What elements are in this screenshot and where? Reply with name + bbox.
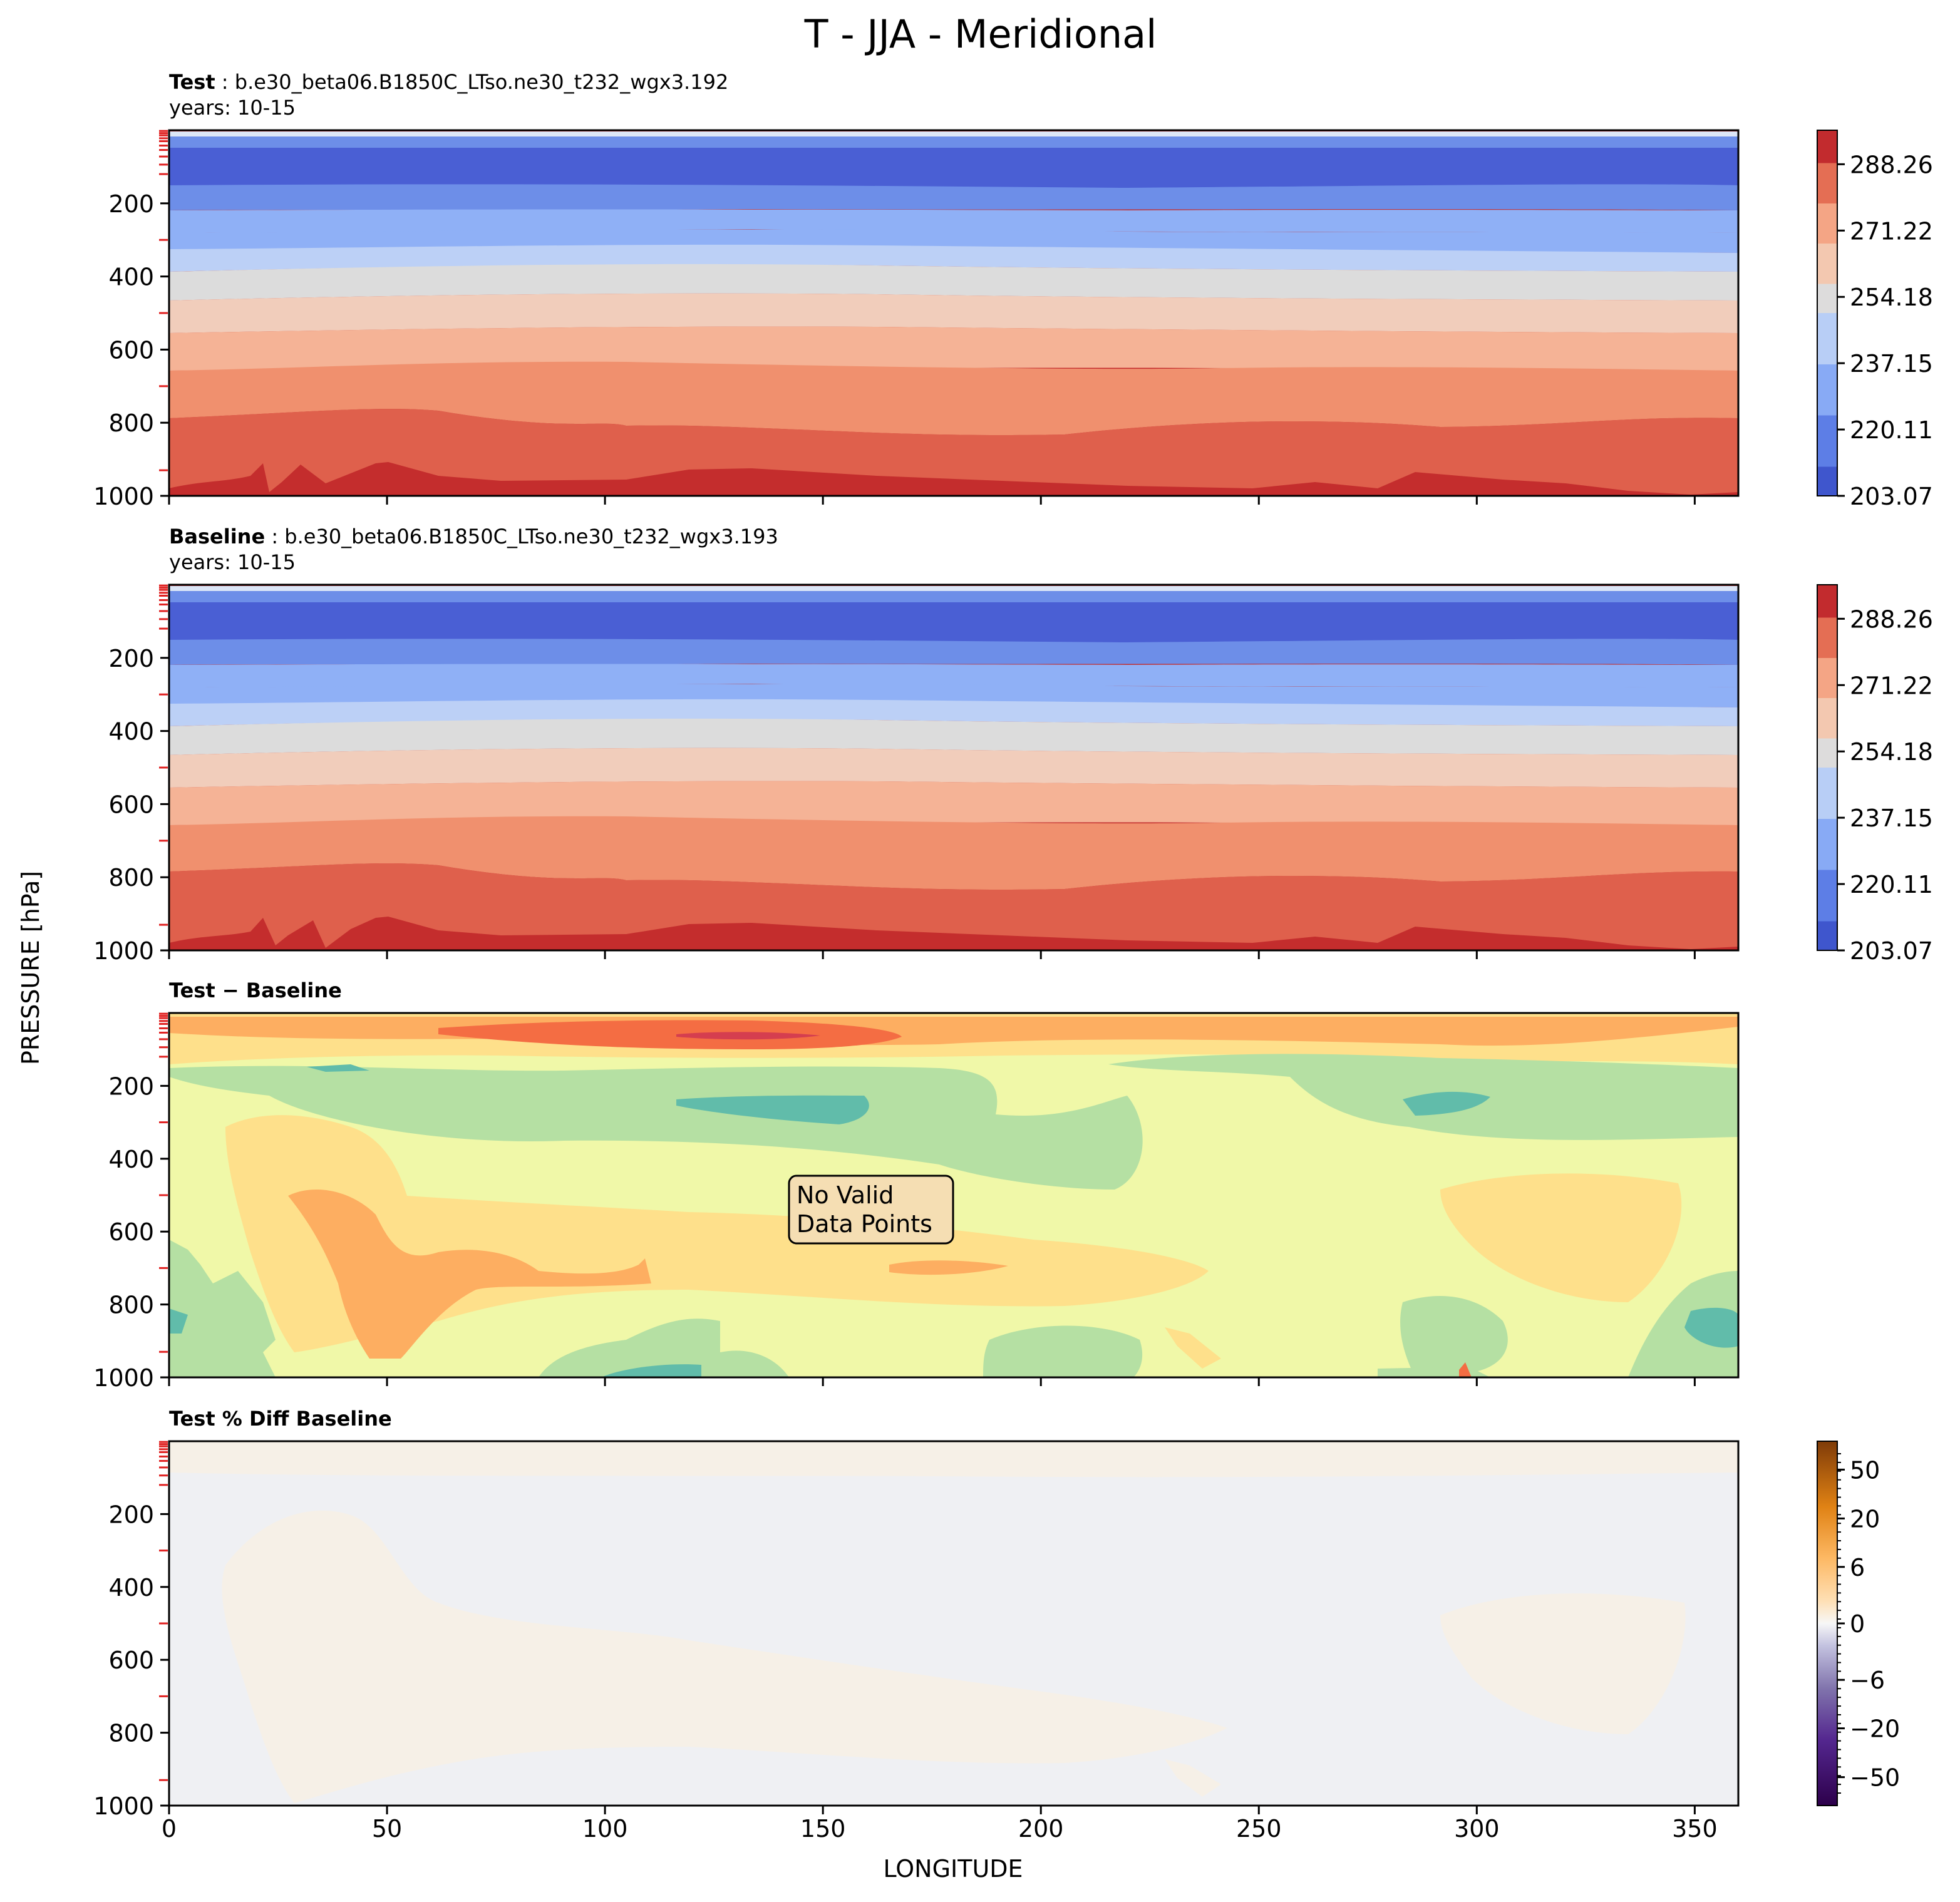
axes-ticks: 2004006008001000200400600800100020040060…: [93, 130, 1718, 1843]
y-tick-label: 400: [108, 264, 154, 291]
baseline-heatmap: [169, 585, 1738, 950]
y-tick-label: 200: [108, 1072, 154, 1100]
test-panel-subtitle: years: 10-15: [169, 96, 296, 120]
y-tick-label: 200: [108, 1501, 154, 1528]
pctdiff-axes-frame: [168, 1440, 1740, 1807]
colorbar-ticks: 203.07 220.11 237.15 254.18 271.22 288.26 203.…: [1837, 151, 1933, 1794]
y-tick-label: 400: [108, 1574, 154, 1601]
no-valid-annotation: No Valid Data Points: [788, 1175, 954, 1245]
pctdiff-heatmap: [169, 1441, 1738, 1806]
colorbar-tick-label: 20: [1850, 1505, 1880, 1533]
colorbar-tick-label: 254.18: [1850, 738, 1933, 766]
colorbar-tick-label: 0: [1850, 1610, 1865, 1638]
x-tick-label: 200: [1018, 1815, 1064, 1843]
annotation-line-1: No Valid: [797, 1181, 894, 1209]
y-tick-label: 1000: [93, 1364, 154, 1392]
x-tick-label: 100: [582, 1815, 628, 1843]
baseline-panel-subtitle: years: 10-15: [169, 550, 296, 574]
y-tick-label: 800: [108, 1292, 154, 1319]
colorbar-tick-label: 237.15: [1850, 804, 1933, 832]
figure-title: T - JJA - Meridional: [804, 11, 1157, 57]
pctdiff-colorbar: [1817, 1441, 1838, 1806]
y-tick-label: 200: [108, 645, 154, 672]
y-tick-label: 600: [108, 336, 154, 364]
x-tick-label: 250: [1236, 1815, 1282, 1843]
colorbar-tick-label: 288.26: [1850, 151, 1933, 178]
colorbar-tick-label: 50: [1850, 1456, 1880, 1484]
test-colorbar: [1817, 130, 1838, 496]
y-axis-label: PRESSURE [hPa]: [17, 871, 44, 1065]
y-tick-label: 600: [108, 791, 154, 818]
y-tick-label: 400: [108, 718, 154, 746]
y-tick-label: 400: [108, 1146, 154, 1173]
test-heatmap: [169, 130, 1738, 496]
x-tick-label: 50: [372, 1815, 402, 1843]
annotation-line-2: Data Points: [797, 1210, 932, 1238]
colorbar-tick-label: 254.18: [1850, 284, 1933, 311]
y-tick-label: 800: [108, 409, 154, 437]
x-tick-label: 350: [1672, 1815, 1718, 1843]
baseline-colorbar: [1817, 584, 1838, 951]
x-axis-label: LONGITUDE: [883, 1855, 1023, 1883]
diff-panel-title: Test − Baseline: [169, 979, 342, 1002]
colorbar-tick-label: 237.15: [1850, 350, 1933, 378]
y-tick-label: 1000: [93, 937, 154, 965]
colorbar-tick-label: 6: [1850, 1554, 1865, 1581]
baseline-axes-frame: [168, 583, 1740, 952]
x-tick-label: 0: [162, 1815, 177, 1843]
y-tick-label: 1000: [93, 483, 154, 510]
x-tick-label: 150: [800, 1815, 846, 1843]
colorbar-tick-label: 220.11: [1850, 871, 1933, 898]
x-tick-label: 300: [1454, 1815, 1500, 1843]
colorbar-tick-label: 220.11: [1850, 416, 1933, 444]
y-tick-label: 600: [108, 1218, 154, 1246]
colorbar-tick-label: −20: [1850, 1715, 1900, 1743]
y-tick-label: 600: [108, 1647, 154, 1674]
y-tick-label: 1000: [93, 1792, 154, 1820]
baseline-panel-title: Baseline : b.e30_beta06.B1850C_LTso.ne30…: [169, 525, 778, 548]
pctdiff-panel-title: Test % Diff Baseline: [169, 1407, 392, 1431]
test-axes-frame: [168, 129, 1740, 497]
colorbar-tick-label: 203.07: [1850, 937, 1933, 965]
colorbar-tick-label: −50: [1850, 1764, 1900, 1792]
y-tick-label: 800: [108, 864, 154, 892]
colorbar-tick-label: 288.26: [1850, 605, 1933, 633]
colorbar-tick-label: −6: [1850, 1667, 1885, 1694]
y-tick-label: 800: [108, 1720, 154, 1747]
test-panel-title: Test : b.e30_beta06.B1850C_LTso.ne30_t23…: [169, 70, 728, 94]
colorbar-tick-label: 271.22: [1850, 672, 1933, 699]
colorbar-tick-label: 203.07: [1850, 483, 1933, 510]
y-tick-label: 200: [108, 190, 154, 218]
diff-axes-frame: [168, 1012, 1740, 1379]
colorbar-tick-label: 271.22: [1850, 217, 1933, 245]
